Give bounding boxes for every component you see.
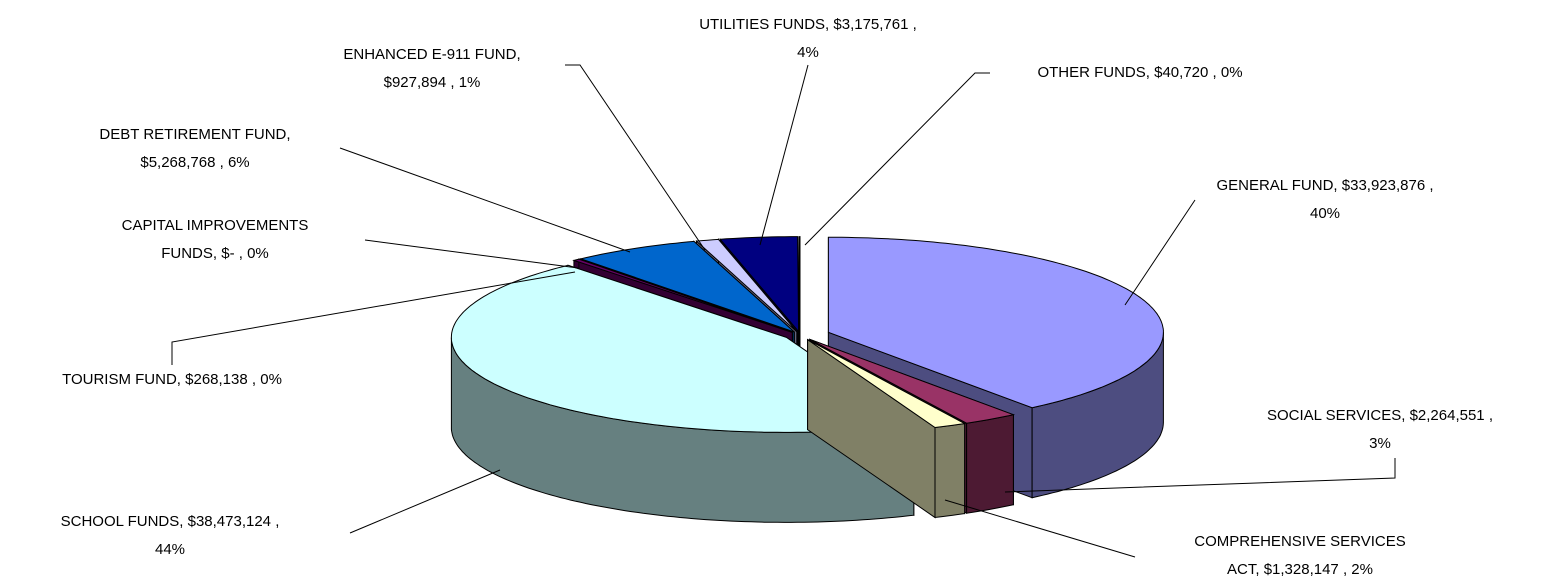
label-values: $268,138 , xyxy=(185,371,261,388)
data-label: SCHOOL FUNDS, $38,473,124 , 44% xyxy=(60,513,280,558)
slice xyxy=(807,339,967,429)
label-part: $3,175,761 xyxy=(833,16,909,33)
slice-outer-wall xyxy=(934,423,966,519)
label-part: DEBT RETIREMENT FUND xyxy=(99,126,287,143)
label-part: $2,264,551 xyxy=(1409,407,1485,424)
label-values: $40,720 , xyxy=(1154,64,1221,81)
label-part: UTILITIES FUNDS xyxy=(699,16,826,33)
data-label: GENERAL FUND, $33,923,876 , 40% xyxy=(1216,177,1434,222)
data-label: CAPITAL IMPROVEMENTS FUNDS, $- , 0% xyxy=(121,217,309,262)
label-part: 40% xyxy=(1309,205,1341,222)
label-part: 6% xyxy=(227,154,250,171)
label-part: ENHANCED E-911 FUND xyxy=(343,46,517,63)
leader-line xyxy=(349,469,501,534)
slice-outer-wall xyxy=(966,414,1014,514)
label-part: $5,268,768 xyxy=(140,154,216,171)
label-part: SCHOOL FUNDS xyxy=(60,513,180,530)
label-values: $5,268,768 , xyxy=(140,154,228,171)
label-values: $927,894 , xyxy=(383,74,459,91)
slice xyxy=(579,240,795,333)
slice xyxy=(695,238,798,333)
label-part: GENERAL FUND xyxy=(1216,177,1334,194)
label-part: 1% xyxy=(458,74,481,91)
label-part: 2% xyxy=(1351,561,1373,578)
slice xyxy=(719,236,800,333)
label-part: $1,328,147 xyxy=(1263,561,1339,578)
leader-line xyxy=(804,72,990,246)
leader-line xyxy=(944,499,1136,558)
leader-line xyxy=(364,239,579,269)
slice xyxy=(807,338,967,519)
label-part: 0% xyxy=(260,371,282,388)
data-label: ENHANCED E-911 FUND, $927,894 , 1% xyxy=(343,46,521,91)
leader-line xyxy=(1004,458,1396,493)
label-part: $38,473,124 xyxy=(187,513,272,530)
leader-line xyxy=(339,147,631,253)
label-part: $33,923,876 xyxy=(1341,177,1426,194)
label-values: $3,175,761 , xyxy=(833,16,917,33)
data-label: OTHER FUNDS, $40,720 , 0% xyxy=(1037,64,1243,81)
leader-line xyxy=(1124,199,1196,306)
leader-line xyxy=(565,64,706,251)
data-label: TOURISM FUND, $268,138 , 0% xyxy=(62,371,282,388)
label-values: $2,264,551 , xyxy=(1409,407,1493,424)
leader-line xyxy=(759,64,809,246)
label-part: 4% xyxy=(797,44,819,61)
leader-line xyxy=(171,271,576,365)
label-part: $268,138 xyxy=(185,371,248,388)
data-label: SOCIAL SERVICES, $2,264,551 , 3% xyxy=(1267,407,1493,452)
slice xyxy=(572,258,793,333)
label-part: OTHER FUNDS xyxy=(1037,64,1146,81)
slice xyxy=(798,236,801,332)
data-label: UTILITIES FUNDS, $3,175,761 , 4% xyxy=(699,16,917,61)
label-part: 0% xyxy=(1220,64,1243,81)
label-part: 0% xyxy=(247,245,269,262)
label-values: $38,473,124 , xyxy=(187,513,280,530)
label-part: CAPITAL IMPROVEMENTS FUNDS xyxy=(121,217,309,262)
slice xyxy=(809,338,1016,424)
label-part: $- xyxy=(221,245,235,262)
slice xyxy=(450,264,916,433)
label-part: COMPREHENSIVE SERVICES ACT xyxy=(1194,533,1406,578)
label-part: TOURISM FUND xyxy=(62,371,177,388)
data-label: COMPREHENSIVE SERVICES ACT, $1,328,147 ,… xyxy=(1194,533,1406,578)
label-part: 3% xyxy=(1369,435,1391,452)
label-values: $33,923,876 , xyxy=(1341,177,1434,194)
label-part: $40,720 xyxy=(1154,64,1209,81)
data-label: DEBT RETIREMENT FUND, $5,268,768 , 6% xyxy=(99,126,291,171)
label-values: $- , xyxy=(221,245,248,262)
label-part: SOCIAL SERVICES xyxy=(1267,407,1402,424)
slice xyxy=(827,236,1164,409)
label-values: $1,328,147 , xyxy=(1263,561,1352,578)
label-part: 44% xyxy=(154,541,186,558)
label-part: $927,894 xyxy=(383,74,447,91)
